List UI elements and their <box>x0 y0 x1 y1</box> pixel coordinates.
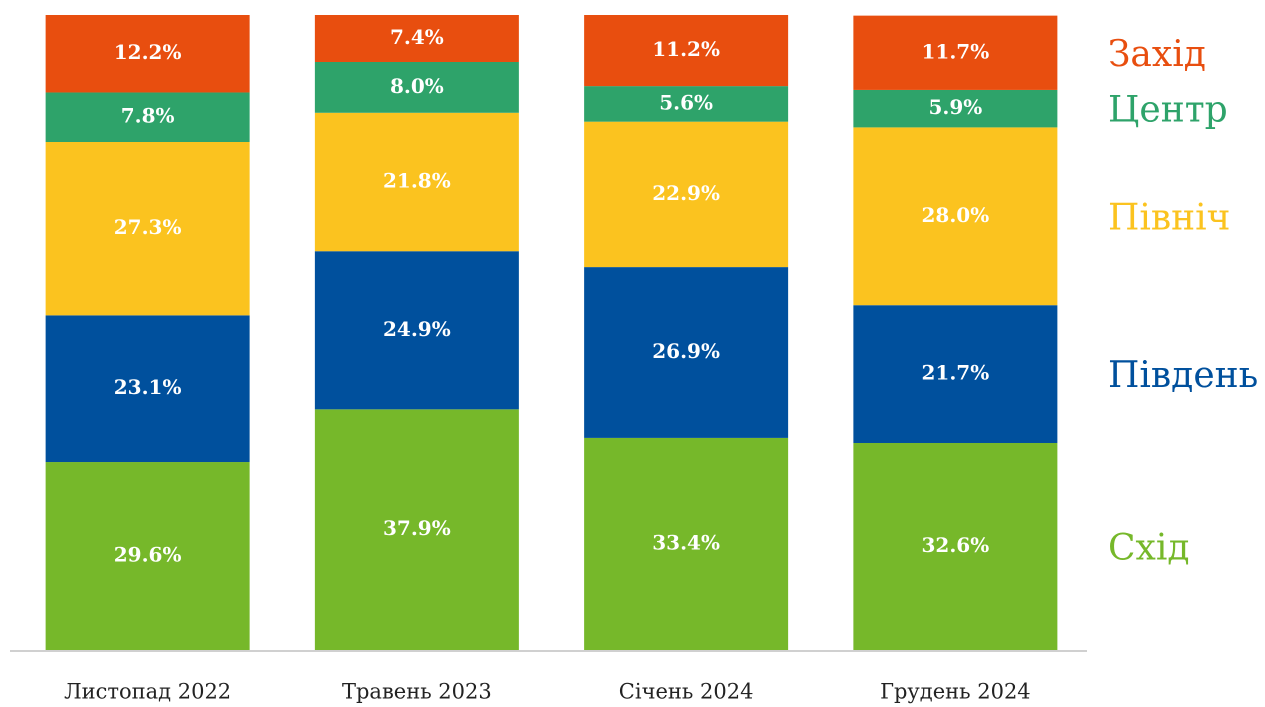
bar-segment <box>584 437 789 650</box>
data-label: 24.9% <box>383 317 451 341</box>
bar-segment <box>584 267 789 438</box>
bar-segment <box>45 92 250 142</box>
legend-label: Центр <box>1108 90 1228 131</box>
legend-label: Схід <box>1108 527 1190 568</box>
bar-segment <box>45 462 250 650</box>
bar-segment <box>314 409 519 650</box>
data-label: 32.6% <box>922 533 990 557</box>
x-tick-label: Травень 2023 <box>342 680 492 704</box>
bar-segment <box>314 61 519 113</box>
data-label: 33.4% <box>652 530 720 554</box>
bar-segment <box>853 15 1058 90</box>
data-label: 8.0% <box>390 74 444 98</box>
bar-segment <box>45 315 250 463</box>
x-tick-label: Грудень 2024 <box>880 680 1031 704</box>
bar-segment <box>853 89 1058 128</box>
data-label: 37.9% <box>383 516 451 540</box>
data-label: 7.4% <box>390 25 444 49</box>
data-label: 23.1% <box>114 375 182 399</box>
legend-label: Північ <box>1108 197 1230 238</box>
x-tick-label: Січень 2024 <box>619 680 754 704</box>
data-label: 7.8% <box>121 104 175 128</box>
bar-segment <box>45 142 250 316</box>
data-label: 29.6% <box>114 543 182 567</box>
data-label: 11.2% <box>652 37 720 61</box>
legend-label: Захід <box>1108 34 1206 75</box>
data-label: 22.9% <box>652 181 720 205</box>
data-label: 5.6% <box>659 90 713 114</box>
legend-label: Південь <box>1108 355 1258 396</box>
bar-segment <box>584 121 789 268</box>
x-tick-label: Листопад 2022 <box>64 680 231 704</box>
bar-segment <box>853 442 1058 650</box>
data-label: 5.9% <box>928 95 982 119</box>
bar-segment <box>314 15 519 62</box>
bar-segment <box>584 15 789 87</box>
bar-segment <box>45 15 250 93</box>
data-label: 11.7% <box>922 39 990 63</box>
data-label: 28.0% <box>922 203 990 227</box>
data-label: 12.2% <box>114 40 182 64</box>
data-label: 27.3% <box>114 215 182 239</box>
bar-segment <box>853 305 1058 443</box>
data-label: 21.7% <box>922 361 990 385</box>
bar-segment <box>314 112 519 252</box>
bar-segment <box>853 127 1058 306</box>
bar-segment <box>584 86 789 122</box>
data-label: 21.8% <box>383 169 451 193</box>
bar-segment <box>314 251 519 410</box>
data-label: 26.9% <box>652 339 720 363</box>
